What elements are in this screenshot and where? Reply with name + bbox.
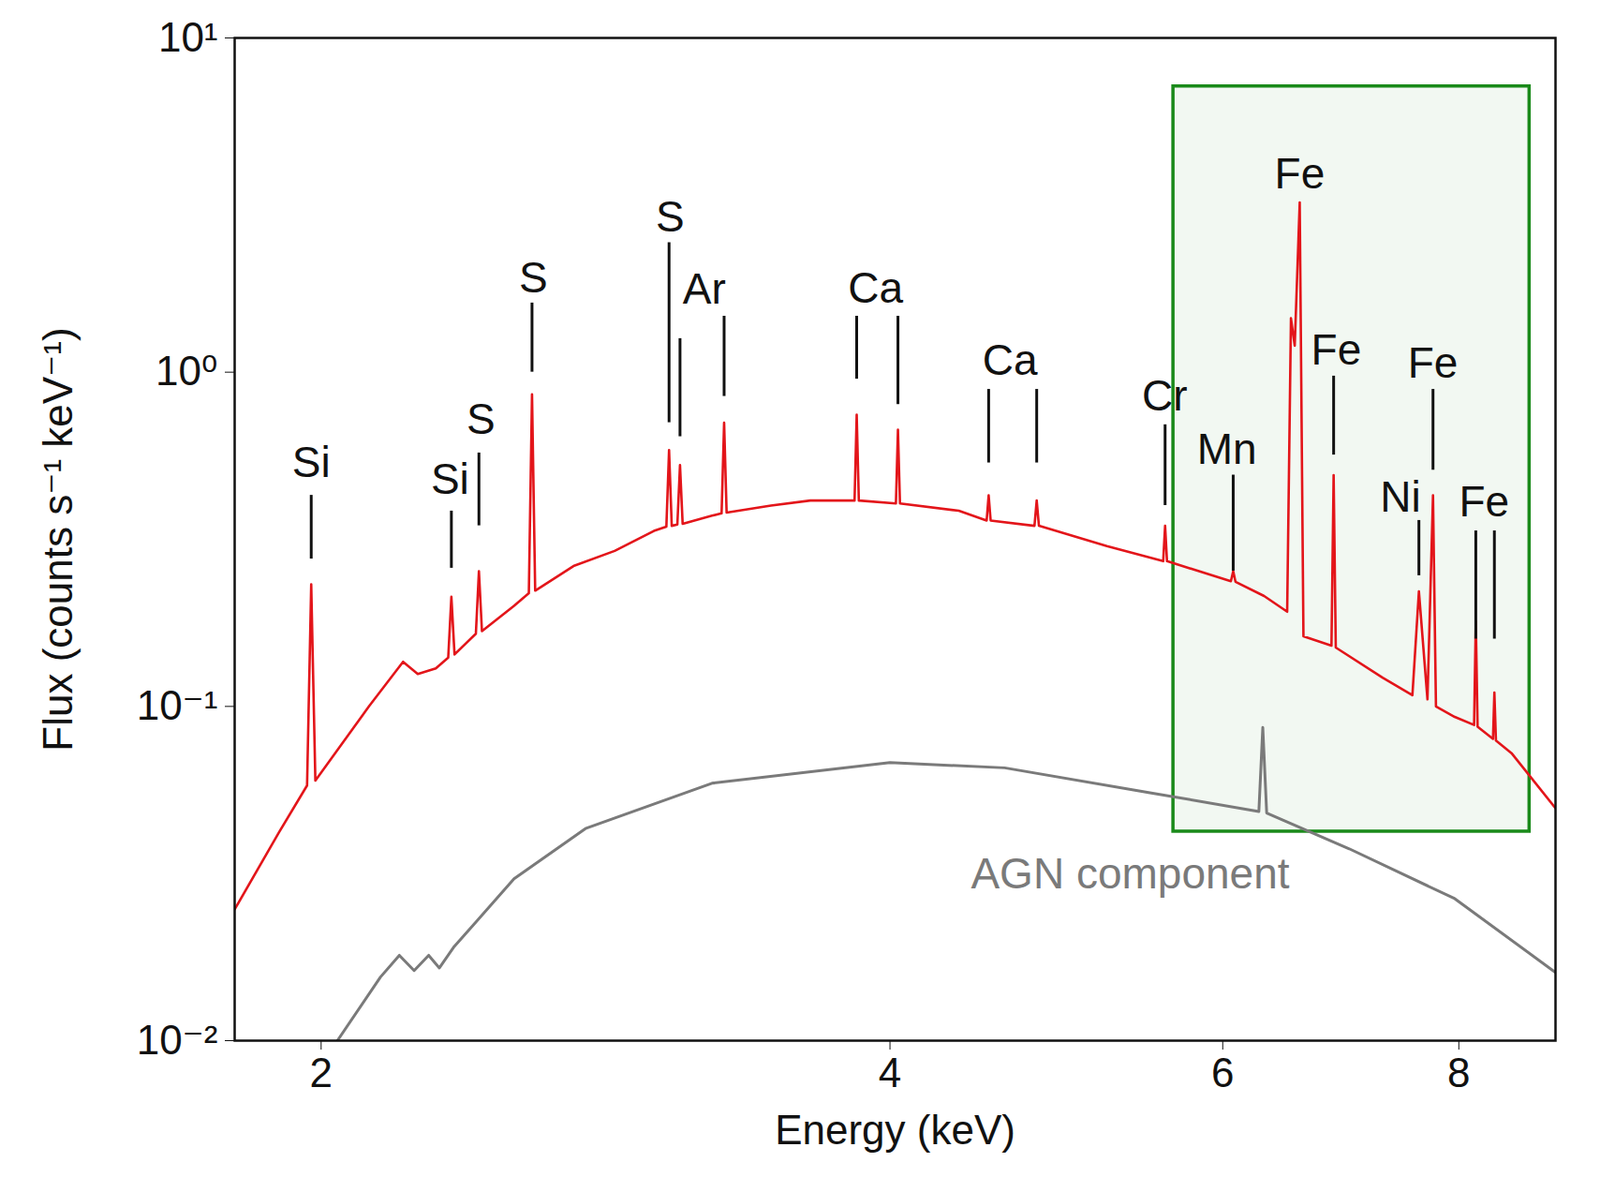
svg-text:Fe: Fe — [1458, 476, 1510, 526]
svg-text:S: S — [655, 192, 685, 241]
svg-text:Si: Si — [430, 454, 470, 504]
svg-text:Si: Si — [292, 437, 331, 487]
svg-text:6: 6 — [1211, 1049, 1234, 1096]
svg-text:Ca: Ca — [847, 263, 904, 312]
svg-text:Flux (counts s⁻¹ keV⁻¹): Flux (counts s⁻¹ keV⁻¹) — [34, 326, 81, 751]
svg-text:S: S — [518, 252, 549, 302]
svg-text:S: S — [466, 394, 496, 444]
svg-text:2: 2 — [310, 1049, 333, 1096]
svg-text:4: 4 — [878, 1049, 902, 1096]
svg-text:Ni: Ni — [1379, 472, 1421, 521]
svg-text:Ar: Ar — [682, 264, 726, 313]
svg-text:10⁻²: 10⁻² — [136, 1016, 219, 1063]
svg-text:Cr: Cr — [1141, 370, 1188, 420]
svg-text:Energy (keV): Energy (keV) — [774, 1106, 1016, 1153]
svg-text:Fe: Fe — [1274, 148, 1326, 198]
svg-text:10⁻¹: 10⁻¹ — [136, 681, 219, 728]
svg-text:AGN component: AGN component — [970, 847, 1289, 897]
svg-text:10⁰: 10⁰ — [155, 347, 219, 394]
svg-text:Fe: Fe — [1311, 325, 1363, 374]
svg-text:8: 8 — [1447, 1049, 1470, 1096]
svg-text:Ca: Ca — [982, 335, 1038, 385]
svg-text:10¹: 10¹ — [158, 14, 219, 60]
svg-text:Mn: Mn — [1197, 424, 1258, 474]
svg-text:Fe: Fe — [1407, 338, 1459, 387]
